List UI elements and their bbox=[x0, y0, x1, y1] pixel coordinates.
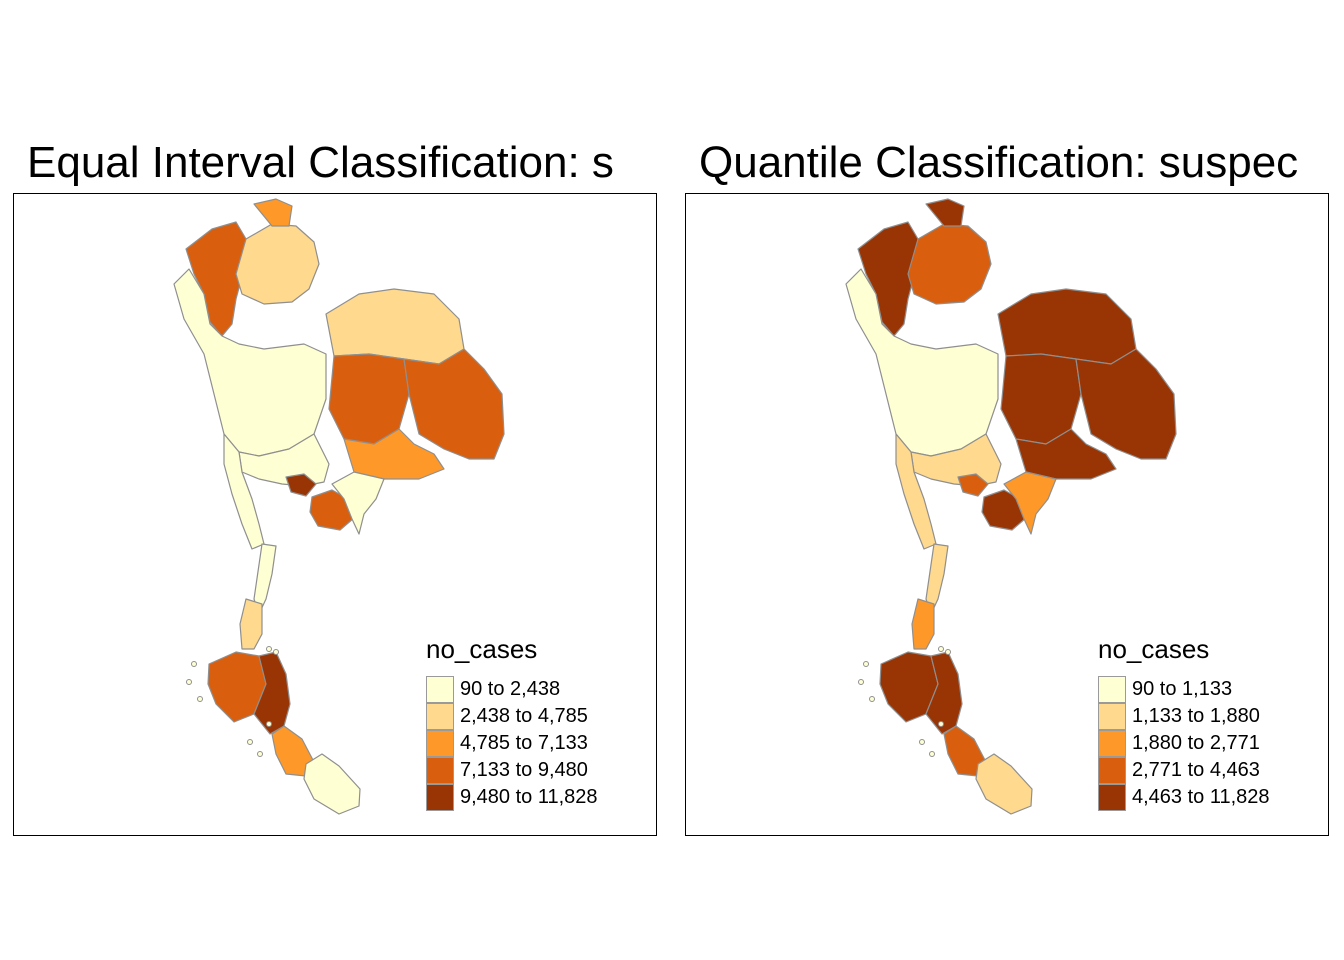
island-mark bbox=[266, 646, 272, 652]
island-mark bbox=[938, 721, 944, 727]
legend-label: 2,438 to 4,785 bbox=[460, 705, 588, 727]
region-northeast-north bbox=[997, 288, 1137, 365]
legend-swatch bbox=[426, 730, 454, 757]
map-legend: no_cases 90 to 1,133 1,133 to 1,880 1,88… bbox=[1098, 634, 1318, 811]
legend-swatch bbox=[1098, 703, 1126, 730]
region-northeast-east bbox=[1075, 348, 1177, 460]
region-north-central bbox=[235, 223, 320, 305]
region-east bbox=[309, 489, 355, 531]
legend-title: no_cases bbox=[426, 634, 538, 664]
region-south-tip bbox=[975, 753, 1033, 815]
region-central-plain bbox=[238, 433, 330, 487]
region-north-valleys bbox=[845, 268, 999, 457]
map-title: Equal Interval Classification: s bbox=[27, 138, 614, 187]
region-isthmus bbox=[253, 543, 277, 615]
region-southeast bbox=[331, 471, 385, 535]
map-legend: no_cases 90 to 2,438 2,438 to 4,785 4,78… bbox=[426, 634, 646, 811]
region-isthmus bbox=[925, 543, 949, 615]
island-mark bbox=[945, 649, 951, 655]
region-bangkok bbox=[957, 473, 989, 497]
island-mark bbox=[257, 751, 263, 757]
island-mark bbox=[191, 661, 197, 667]
region-north-east-tip bbox=[253, 198, 293, 227]
legend-swatch bbox=[1098, 676, 1126, 703]
island-mark bbox=[919, 739, 925, 745]
legend-swatch bbox=[426, 757, 454, 784]
island-mark bbox=[273, 649, 279, 655]
map-title: Quantile Classification: suspec bbox=[699, 138, 1299, 187]
legend-item: 9,480 to 11,828 bbox=[426, 784, 646, 811]
region-north-central bbox=[907, 223, 992, 305]
legend-item: 4,785 to 7,133 bbox=[426, 730, 646, 757]
legend-label: 1,133 to 1,880 bbox=[1132, 705, 1260, 727]
map-frame: no_cases 90 to 2,438 2,438 to 4,785 4,78… bbox=[13, 193, 657, 836]
legend-item: 4,463 to 11,828 bbox=[1098, 784, 1318, 811]
island-mark bbox=[929, 751, 935, 757]
map-panel-equal-interval: Equal Interval Classification: s no_case… bbox=[0, 130, 660, 840]
region-east bbox=[981, 489, 1027, 531]
legend-swatch bbox=[1098, 757, 1126, 784]
region-northeast-east bbox=[403, 348, 505, 460]
thailand-map bbox=[173, 198, 505, 815]
thailand-map bbox=[845, 198, 1177, 815]
legend-swatch bbox=[1098, 784, 1126, 811]
island-mark bbox=[266, 721, 272, 727]
island-mark bbox=[938, 646, 944, 652]
island-mark bbox=[863, 661, 869, 667]
region-central-plain bbox=[910, 433, 1002, 487]
region-south-tip bbox=[303, 753, 361, 815]
legend-swatch bbox=[426, 784, 454, 811]
legend-item: 7,133 to 9,480 bbox=[426, 757, 646, 784]
legend-label: 4,463 to 11,828 bbox=[1132, 786, 1270, 808]
legend-item: 90 to 1,133 bbox=[1098, 676, 1318, 703]
map-frame: no_cases 90 to 1,133 1,133 to 1,880 1,88… bbox=[685, 193, 1329, 836]
region-south-upper bbox=[911, 598, 935, 650]
region-northeast-north bbox=[325, 288, 465, 365]
map-panel-quantile: Quantile Classification: suspec no_cases… bbox=[672, 130, 1332, 840]
legend-item: 1,880 to 2,771 bbox=[1098, 730, 1318, 757]
island-mark bbox=[869, 696, 875, 702]
legend-label: 2,771 to 4,463 bbox=[1132, 759, 1260, 781]
legend-swatch bbox=[426, 676, 454, 703]
legend-label: 9,480 to 11,828 bbox=[460, 786, 598, 808]
island-mark bbox=[858, 679, 864, 685]
island-mark bbox=[247, 739, 253, 745]
island-mark bbox=[186, 679, 192, 685]
legend-label: 90 to 2,438 bbox=[460, 678, 561, 700]
legend-label: 90 to 1,133 bbox=[1132, 678, 1233, 700]
region-north-east-tip bbox=[925, 198, 965, 227]
legend-label: 1,880 to 2,771 bbox=[1132, 732, 1260, 754]
legend-label: 7,133 to 9,480 bbox=[460, 759, 588, 781]
legend-swatch bbox=[426, 703, 454, 730]
legend-item: 1,133 to 1,880 bbox=[1098, 703, 1318, 730]
legend-label: 4,785 to 7,133 bbox=[460, 732, 588, 754]
region-south-upper bbox=[239, 598, 263, 650]
legend-item: 2,771 to 4,463 bbox=[1098, 757, 1318, 784]
region-southeast bbox=[1003, 471, 1057, 535]
legend-item: 90 to 2,438 bbox=[426, 676, 646, 703]
region-bangkok bbox=[285, 473, 317, 497]
legend-item: 2,438 to 4,785 bbox=[426, 703, 646, 730]
island-mark bbox=[197, 696, 203, 702]
legend-swatch bbox=[1098, 730, 1126, 757]
region-north-valleys bbox=[173, 268, 327, 457]
legend-title: no_cases bbox=[1098, 634, 1210, 664]
